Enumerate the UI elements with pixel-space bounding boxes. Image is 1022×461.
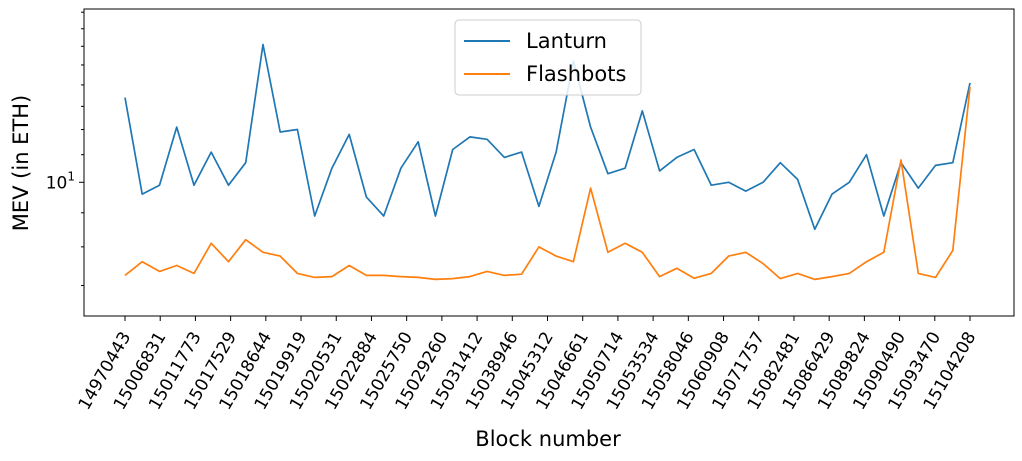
series-line-lanturn	[124, 43, 971, 231]
series-line-flashbots	[124, 86, 971, 281]
y-tick-exponent: 1	[67, 169, 75, 183]
y-axis-label: MEV (in ETH)	[9, 95, 33, 232]
y-axis: 101	[46, 11, 84, 287]
legend-box	[454, 19, 642, 96]
y-tick-label: 101	[46, 169, 75, 193]
legend: Lanturn Flashbots	[454, 19, 642, 96]
plot-area	[124, 43, 971, 281]
x-axis-label: Block number	[475, 427, 621, 451]
legend-label-flashbots: Flashbots	[526, 62, 626, 86]
x-axis: 1497044315006831150117731501752915018644…	[75, 316, 980, 413]
legend-label-lanturn: Lanturn	[526, 29, 607, 53]
axes-frame	[83, 8, 1015, 317]
